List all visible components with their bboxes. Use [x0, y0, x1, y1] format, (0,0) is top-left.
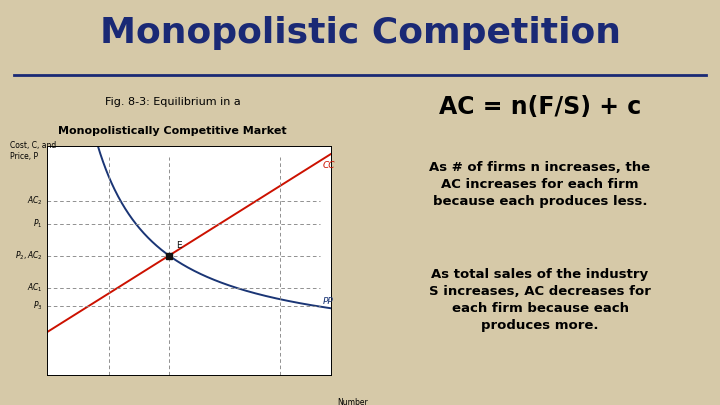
Text: As # of firms n increases, the
AC increases for each firm
because each produces : As # of firms n increases, the AC increa…	[429, 161, 651, 208]
Text: $AC_2$: $AC_2$	[27, 194, 42, 207]
Text: $P_2, AC_2$: $P_2, AC_2$	[15, 249, 42, 262]
Text: Monopolistic Competition: Monopolistic Competition	[99, 16, 621, 50]
Text: PP: PP	[323, 297, 333, 306]
Text: $P_3$: $P_3$	[33, 300, 42, 312]
Text: AC = n(F/S) + c: AC = n(F/S) + c	[439, 94, 641, 119]
Text: E: E	[176, 241, 182, 250]
Text: CC: CC	[323, 161, 336, 170]
Text: Monopolistically Competitive Market: Monopolistically Competitive Market	[58, 126, 287, 136]
Text: As total sales of the industry
S increases, AC decreases for
each firm because e: As total sales of the industry S increas…	[429, 268, 651, 332]
Text: Cost, C, and
Price, P: Cost, C, and Price, P	[10, 141, 56, 161]
Text: $AC_1$: $AC_1$	[27, 281, 42, 294]
Text: $P_1$: $P_1$	[33, 217, 42, 230]
Text: Number
of firms, n: Number of firms, n	[337, 398, 376, 405]
Text: Fig. 8-3: Equilibrium in a: Fig. 8-3: Equilibrium in a	[105, 97, 240, 107]
